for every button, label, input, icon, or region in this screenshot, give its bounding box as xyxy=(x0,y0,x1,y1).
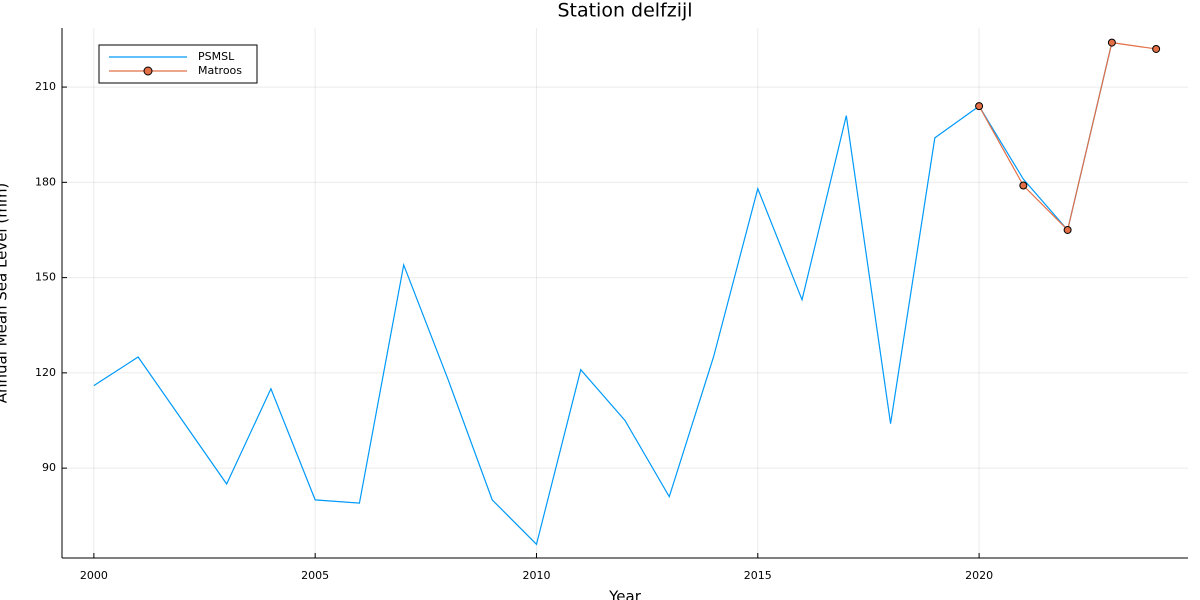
legend-label: Matroos xyxy=(198,64,242,77)
y-axis-label: Annual Mean Sea Level (mm) xyxy=(0,183,11,404)
x-axis-label: Year xyxy=(608,588,642,600)
y-tick-label: 210 xyxy=(35,80,56,93)
x-tick-label: 2005 xyxy=(301,569,329,582)
data-point xyxy=(1063,225,1072,234)
y-tick-label: 180 xyxy=(35,175,56,188)
chart-title: Station delfzijl xyxy=(557,0,692,22)
series-line xyxy=(93,42,1113,546)
data-point xyxy=(1019,181,1028,190)
series-line xyxy=(978,41,1157,232)
x-tick-label: 2010 xyxy=(522,569,550,582)
legend-box xyxy=(98,44,258,84)
legend-marker xyxy=(143,66,153,76)
data-point xyxy=(1152,44,1161,53)
y-tick-label: 150 xyxy=(35,271,56,284)
data-point xyxy=(1107,38,1116,47)
y-tick-label: 120 xyxy=(35,366,56,379)
x-tick-label: 2000 xyxy=(80,569,108,582)
data-point xyxy=(975,102,984,111)
x-tick-label: 2020 xyxy=(965,569,993,582)
x-tick-label: 2015 xyxy=(744,569,772,582)
legend-label: PSMSL xyxy=(198,50,235,63)
y-tick-label: 90 xyxy=(42,461,56,474)
